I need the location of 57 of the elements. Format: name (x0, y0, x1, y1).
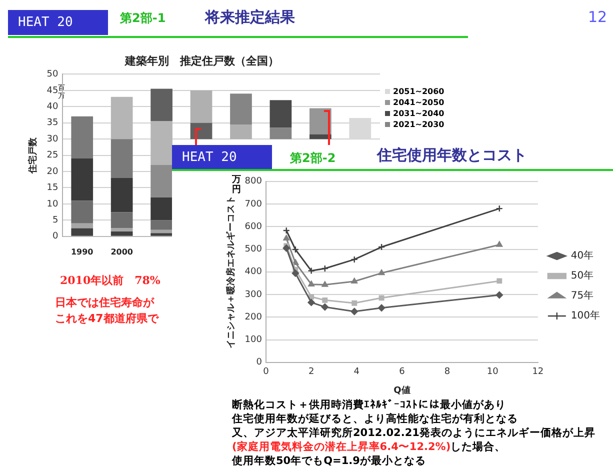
legend-label: 2041~2050 (392, 97, 444, 108)
legend-label: 40年 (570, 250, 594, 262)
annotation: HEAT 20 (172, 145, 272, 170)
annotation: 万円 (232, 175, 242, 195)
y-tick-label: 600 (244, 222, 262, 232)
y-tick-label: 0 (52, 232, 59, 242)
x-tick-label: 6 (399, 367, 406, 378)
y-tick-label: 30 (46, 134, 59, 144)
y-tick-label: 500 (244, 244, 262, 255)
chart-title: 住宅使用年数とコスト (377, 146, 527, 165)
text: 又、アジア太平洋研究所2012.02.21発表のようにエネルギー価格が上昇 (232, 426, 596, 440)
y-tick-label: 45 (46, 86, 58, 96)
x-tick-label: 10 (486, 367, 499, 378)
x-axis-title: Q値 (394, 384, 410, 396)
legend-label: 75年 (570, 290, 594, 302)
y-tick-label: 100 (244, 335, 262, 346)
y-tick-label: 300 (244, 290, 262, 300)
y-tick-label: 35 (46, 118, 58, 128)
text: 12 (588, 8, 608, 26)
text: これを47都道府県で (55, 311, 158, 326)
y-tick-label: 200 (244, 312, 262, 322)
text: 将来推定結果 (205, 8, 295, 27)
text: 2010年以前 78% (60, 273, 160, 288)
y-tick-label: 40 (46, 102, 59, 112)
legend-label: 2021~2030 (392, 119, 444, 130)
x-tick-label: 2000 (110, 247, 134, 256)
y-tick-label: 400 (244, 267, 262, 278)
y-tick-label: 10 (46, 199, 59, 210)
x-tick-label: 4 (354, 367, 360, 378)
annotation: 第2部-2 (290, 150, 336, 167)
text: 日本では住宅寿命が (55, 295, 154, 310)
y-tick-label: 0 (256, 358, 262, 368)
y-tick-label: 700 (244, 199, 262, 210)
y-tick-label: 50 (46, 70, 59, 80)
x-tick-label: 0 (263, 367, 270, 378)
y-tick-label: 15 (46, 183, 58, 194)
y-tick-label: 25 (46, 150, 58, 161)
x-tick-label: 8 (444, 367, 450, 378)
y-tick-label: 800 (244, 176, 262, 187)
legend-label: 2051~2060 (392, 86, 444, 97)
x-tick-label: 2 (308, 367, 314, 378)
y-tick-label: 5 (52, 216, 58, 226)
legend-label: 50年 (570, 270, 594, 282)
text: 使用年数50年でもQ=1.9が最小となる (232, 454, 427, 468)
y-tick-label: 20 (46, 166, 59, 177)
text: 断熱化コスト＋供用時消費ｴﾈﾙｷﾞｰｺｽﾄには最小値があり (232, 398, 507, 412)
chart-title: 建築年別 推定住戸数（全国） (124, 54, 279, 68)
text: 住宅使用年数が延びると、より高性能な住宅が有利となる (232, 412, 519, 426)
x-tick-label: 1990 (70, 247, 94, 256)
y-axis-title: イニシャル＋暖冷房エネルギーコスト (226, 195, 237, 348)
y-axis-title: 住宅戸数 (28, 136, 39, 174)
text: 第2部-1 (120, 10, 166, 27)
legend-label: 2031~2040 (392, 108, 444, 119)
legend-label: 100年 (570, 310, 600, 322)
text: HEAT 20 (8, 10, 108, 35)
x-tick-label: 12 (532, 367, 544, 378)
text: (家庭用電気料金の潜在上昇率6.4〜12.2%) (232, 441, 451, 453)
